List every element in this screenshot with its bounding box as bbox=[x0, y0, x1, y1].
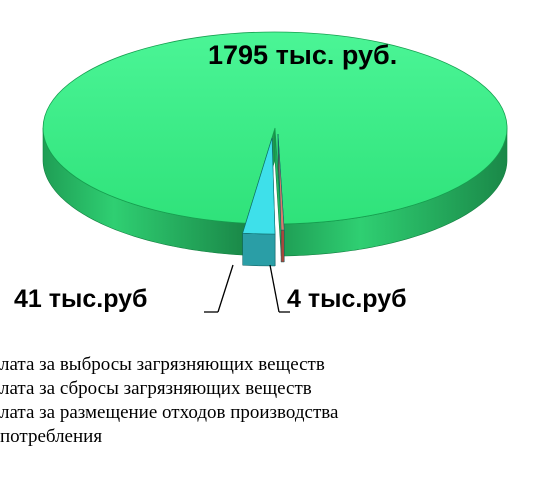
pie-slice-3-side bbox=[280, 229, 285, 263]
leader-line-slice-2 bbox=[217, 264, 234, 313]
legend-item-4: потребления bbox=[0, 426, 103, 447]
legend: лата за выбросы загрязняющих веществ лат… bbox=[0, 353, 537, 449]
legend-item-1: лата за выбросы загрязняющих веществ bbox=[0, 354, 325, 375]
pie-slice-2-side bbox=[242, 232, 276, 267]
legend-item-2: лата за сбросы загрязняющих веществ bbox=[0, 378, 312, 399]
pie-slice-2 bbox=[242, 137, 276, 235]
pie-chart bbox=[42, 31, 508, 313]
data-label-slice-3: 4 тыс.руб bbox=[287, 285, 407, 313]
data-label-slice-2: 41 тыс.руб bbox=[14, 285, 148, 313]
pie-slice-1 bbox=[42, 31, 508, 225]
data-label-slice-1: 1795 тыс. руб. bbox=[208, 40, 398, 70]
legend-item-3: лата за размещение отходов производства bbox=[0, 402, 339, 423]
leader-line-slice-3 bbox=[269, 264, 280, 313]
pie-slice-3 bbox=[277, 133, 285, 231]
